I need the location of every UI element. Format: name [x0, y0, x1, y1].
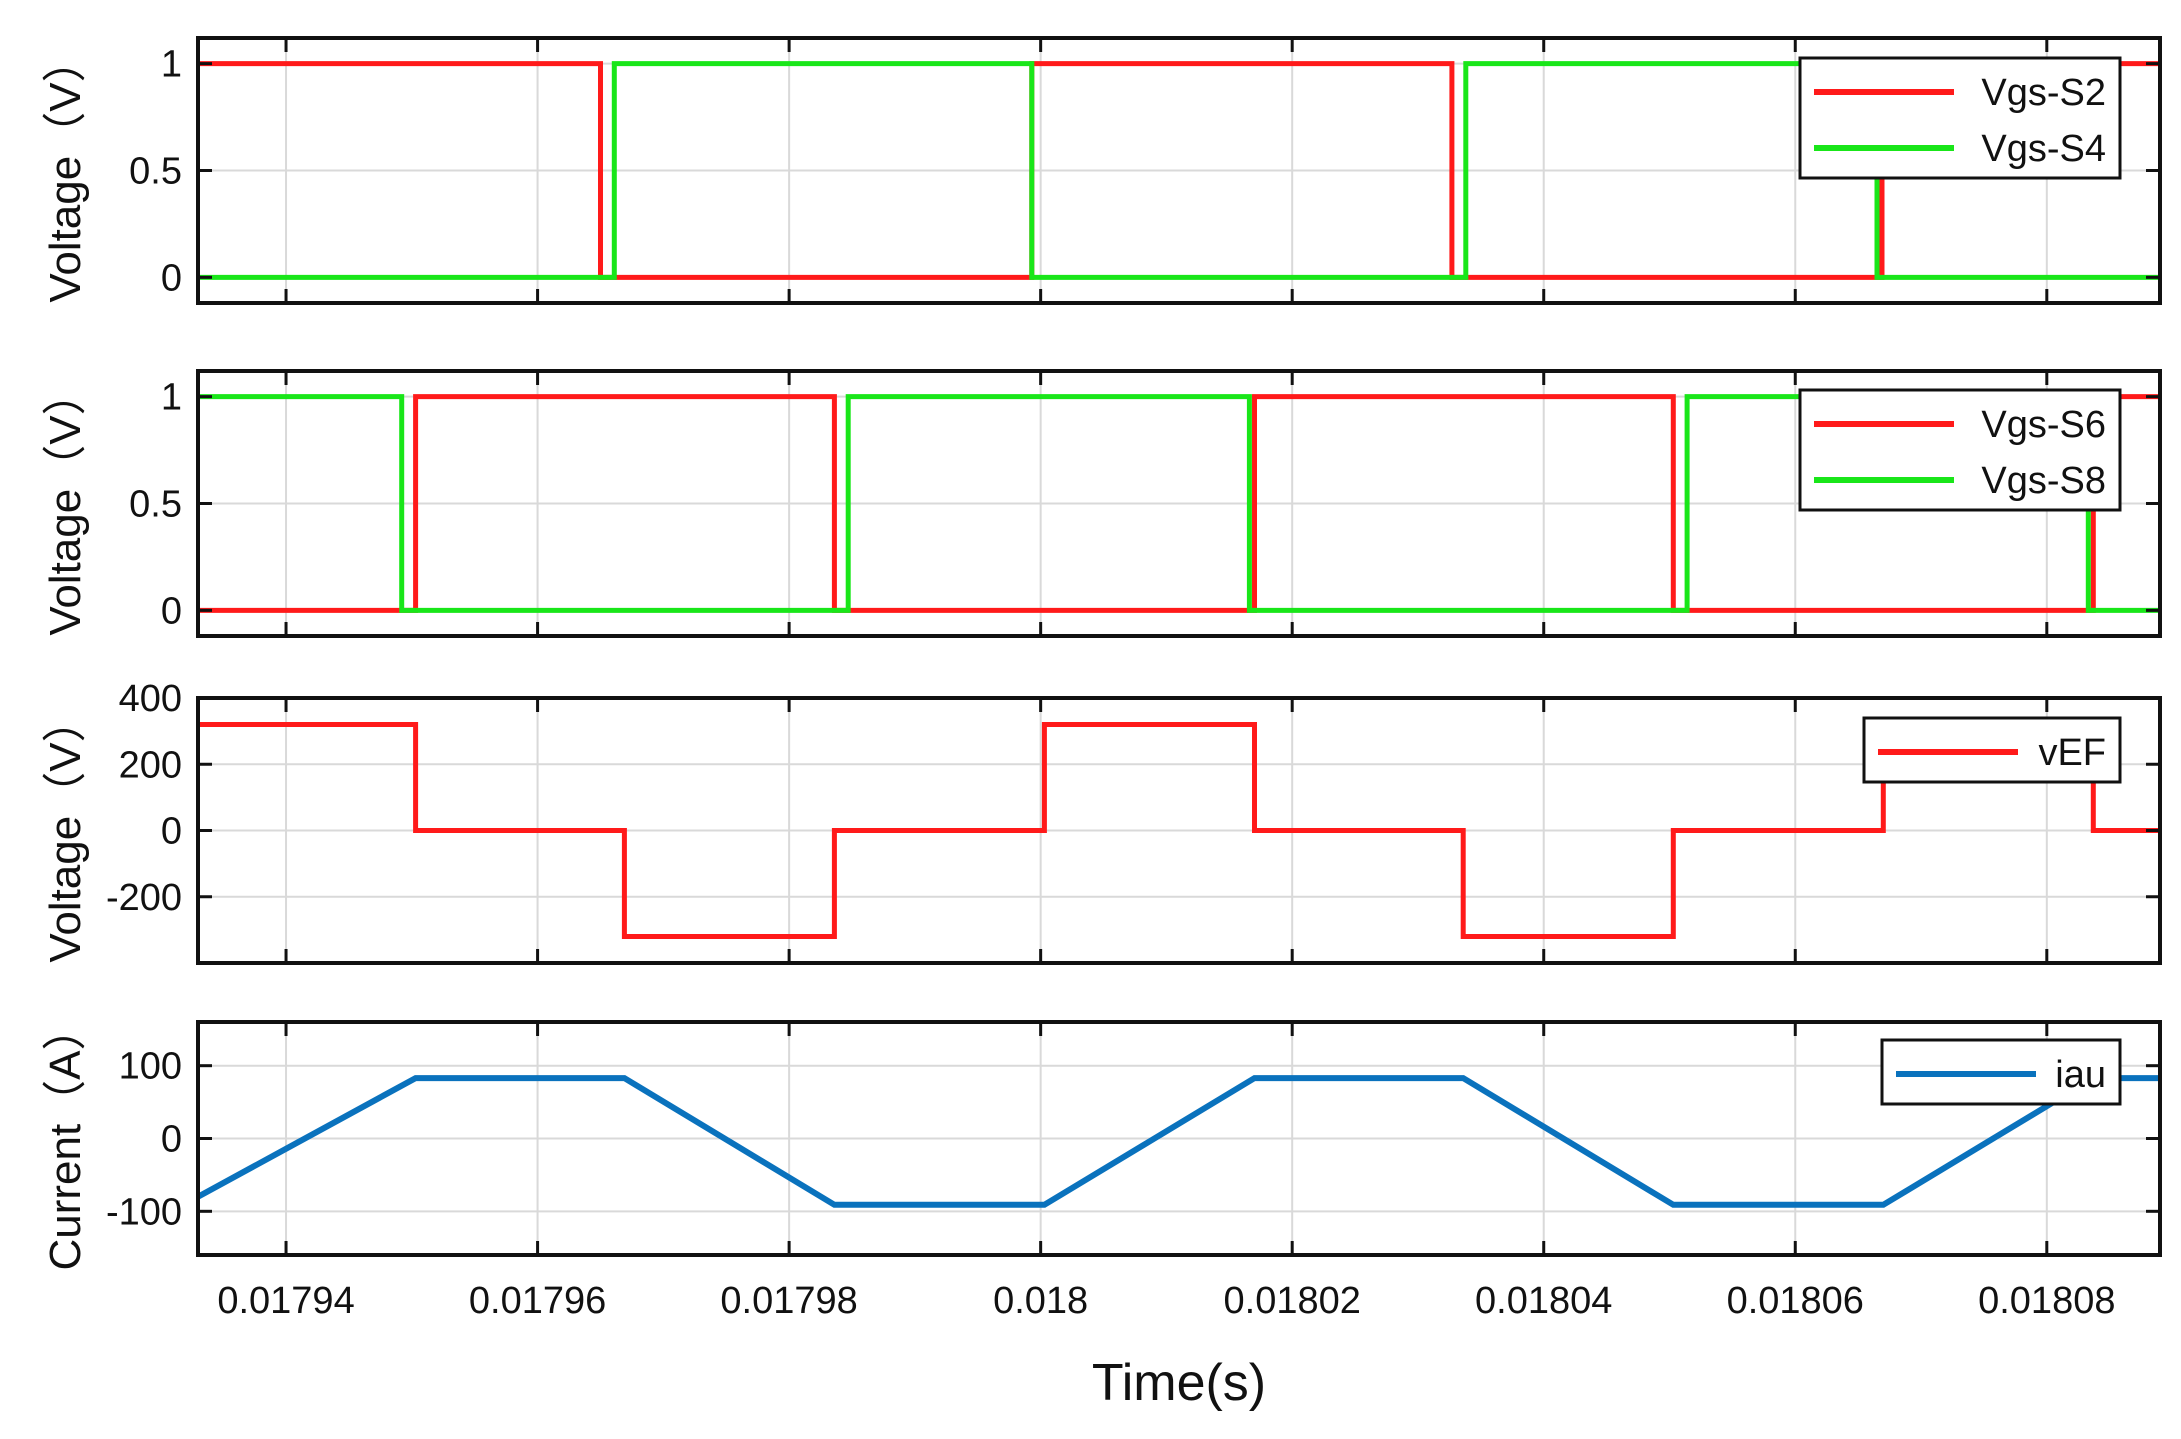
panel-4: -100 0 100 0.01794 0.01796 0.01798 0.018 0.0180…	[41, 1006, 2162, 1322]
y-tick-label: 0	[161, 1119, 182, 1161]
x-axis-label: Time(s)	[1092, 1354, 1266, 1412]
legend-label: iau	[2055, 1054, 2106, 1096]
y-tick-label: 1	[161, 44, 182, 86]
y-tick-label: 0.5	[129, 484, 182, 526]
y-axis-label: Voltage（V）	[41, 698, 90, 962]
x-tick-label: 0.01794	[217, 1280, 354, 1322]
legend: Vgs-S6 Vgs-S8	[1798, 388, 2122, 512]
y-tick-label: -100	[106, 1191, 182, 1233]
panel-2: 0 0.5 1 Voltage（V） Vgs-S6 Vgs-S8	[41, 369, 2162, 638]
y-axis-label: Voltage（V）	[41, 38, 90, 302]
legend-label: Vgs-S2	[1981, 72, 2106, 114]
y-tick-label: 1	[161, 377, 182, 419]
x-tick-label: 0.01804	[1475, 1280, 1612, 1322]
y-tick-label: 400	[119, 678, 182, 720]
y-tick-label: 0	[161, 590, 182, 632]
legend: vEF	[1862, 716, 2122, 784]
x-tick-label: 0.01798	[720, 1280, 857, 1322]
x-tick-label: 0.01796	[469, 1280, 606, 1322]
y-tick-label: -200	[106, 877, 182, 919]
x-tick-label: 0.018	[993, 1280, 1088, 1322]
x-tick-label: 0.01802	[1224, 1280, 1361, 1322]
legend: iau	[1880, 1038, 2122, 1106]
legend-label: vEF	[2038, 732, 2106, 774]
y-tick-label: 100	[119, 1046, 182, 1088]
legend-label: Vgs-S6	[1981, 404, 2106, 446]
legend-box	[1798, 56, 2122, 180]
legend-box	[1798, 388, 2122, 512]
legend: Vgs-S2 Vgs-S4	[1798, 56, 2122, 180]
panel-3: -200 0 200 400 Voltage（V） vEF	[41, 678, 2162, 965]
series-Vgs-S6	[198, 394, 2160, 613]
series-iau	[198, 1075, 2160, 1208]
y-tick-label: 200	[119, 744, 182, 786]
y-tick-label: 0	[161, 811, 182, 853]
y-tick-label: 0	[161, 257, 182, 299]
legend-label: Vgs-S8	[1981, 460, 2106, 502]
y-axis-label: Voltage（V）	[41, 371, 90, 635]
x-tick-label: 0.01806	[1727, 1280, 1864, 1322]
y-axis-label: Current（A）	[41, 1006, 90, 1270]
panel-1: 0 0.5 1 Voltage（V） Vgs-S2 Vgs-S4	[41, 36, 2162, 305]
y-tick-label: 0.5	[129, 151, 182, 193]
x-tick-label: 0.01808	[1978, 1280, 2115, 1322]
legend-label: Vgs-S4	[1981, 128, 2106, 170]
